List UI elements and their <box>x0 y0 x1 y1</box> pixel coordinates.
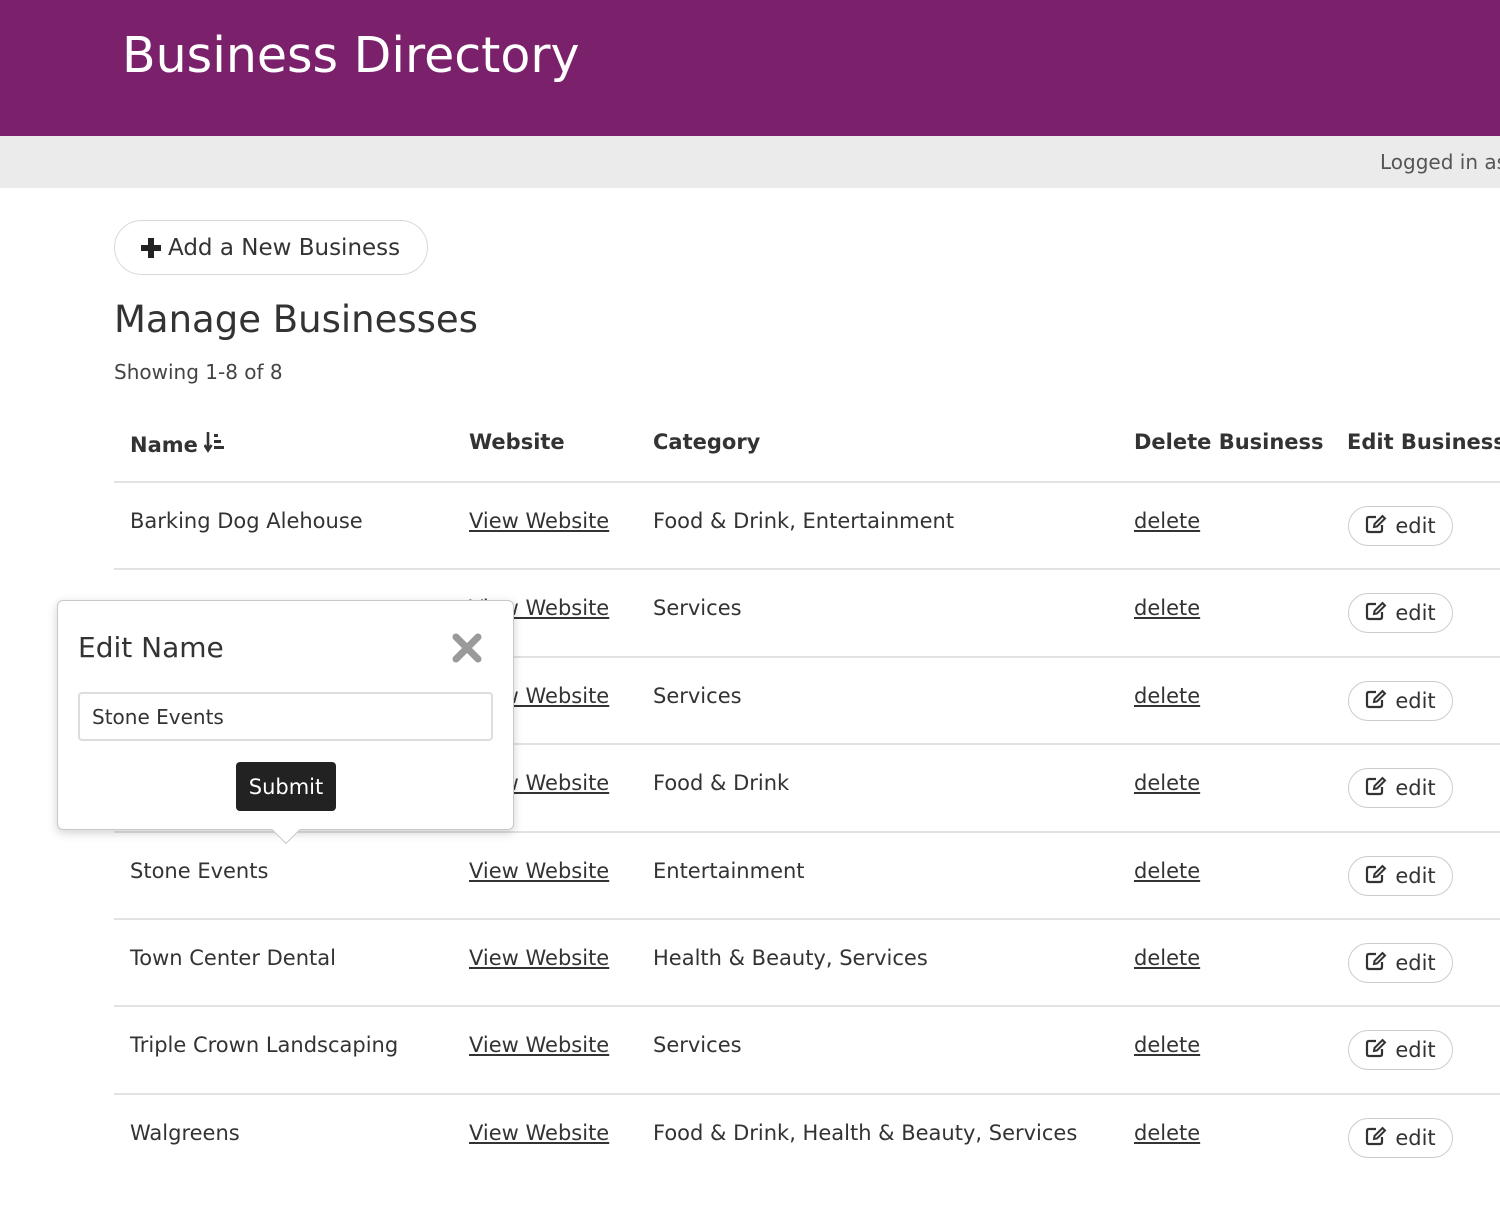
column-header-category: Category <box>653 430 761 454</box>
table-row: Barking Dog Alehouse View Website Food & D… <box>114 481 1500 568</box>
edit-icon <box>1365 514 1387 539</box>
edit-button[interactable]: edit <box>1348 856 1453 896</box>
business-category: Services <box>653 596 742 620</box>
table-row: View Website Services delete edit <box>114 656 1500 743</box>
delete-link[interactable]: delete <box>1134 1033 1201 1057</box>
edit-icon <box>1365 1038 1387 1063</box>
delete-link[interactable]: delete <box>1134 859 1201 883</box>
edit-button[interactable]: edit <box>1348 593 1453 633</box>
table-row: Walgreens View Website Food & Drink, Healt… <box>114 1093 1500 1180</box>
name-input[interactable] <box>78 692 493 741</box>
view-website-link[interactable]: View Website <box>469 946 610 970</box>
business-category: Food & Drink <box>653 771 790 795</box>
edit-button[interactable]: edit <box>1348 506 1453 546</box>
edit-label: edit <box>1395 601 1436 625</box>
business-category: Food & Drink, Entertainment <box>653 509 955 533</box>
column-header-name-label: Name <box>130 432 198 457</box>
edit-icon <box>1365 864 1387 889</box>
delete-link[interactable]: delete <box>1134 684 1201 708</box>
column-header-name[interactable]: Name <box>130 430 226 459</box>
delete-link[interactable]: delete <box>1134 596 1201 620</box>
edit-icon <box>1365 1126 1387 1151</box>
edit-label: edit <box>1395 514 1436 538</box>
delete-link[interactable]: delete <box>1134 771 1201 795</box>
edit-icon <box>1365 689 1387 714</box>
user-bar: Logged in as <box>0 136 1500 188</box>
close-icon[interactable] <box>452 633 482 663</box>
edit-label: edit <box>1395 951 1436 975</box>
business-category: Food & Drink, Health & Beauty, Services <box>653 1121 1078 1145</box>
login-status: Logged in as <box>1380 150 1500 174</box>
app-title: Business Directory <box>122 27 580 84</box>
table-row: Stone Events View Website Entertainment del… <box>114 831 1500 918</box>
business-category: Entertainment <box>653 859 805 883</box>
sort-ascending-icon[interactable] <box>203 430 226 459</box>
edit-icon <box>1365 776 1387 801</box>
view-website-link[interactable]: View Website <box>469 859 610 883</box>
submit-button[interactable]: Submit <box>236 762 336 811</box>
business-name: Walgreens <box>130 1121 240 1145</box>
business-category: Services <box>653 1033 742 1057</box>
edit-icon <box>1365 951 1387 976</box>
view-website-link[interactable]: View Website <box>469 1121 610 1145</box>
popover-title: Edit Name <box>78 631 224 664</box>
edit-button[interactable]: edit <box>1348 943 1453 983</box>
view-website-link[interactable]: View Website <box>469 509 610 533</box>
edit-button[interactable]: edit <box>1348 768 1453 808</box>
delete-link[interactable]: delete <box>1134 946 1201 970</box>
view-website-link[interactable]: View Website <box>469 1033 610 1057</box>
edit-button[interactable]: edit <box>1348 1118 1453 1158</box>
edit-label: edit <box>1395 864 1436 888</box>
column-header-delete: Delete Business <box>1134 430 1324 454</box>
edit-button[interactable]: edit <box>1348 681 1453 721</box>
delete-link[interactable]: delete <box>1134 1121 1201 1145</box>
business-name: Barking Dog Alehouse <box>130 509 363 533</box>
edit-label: edit <box>1395 689 1436 713</box>
business-name: Town Center Dental <box>130 946 336 970</box>
column-header-website: Website <box>469 430 565 454</box>
delete-link[interactable]: delete <box>1134 509 1201 533</box>
business-category: Health & Beauty, Services <box>653 946 928 970</box>
business-name: Triple Crown Landscaping <box>130 1033 399 1057</box>
column-header-edit: Edit Business <box>1347 430 1500 454</box>
table-row: View Website Services delete edit <box>114 568 1500 655</box>
result-count: Showing 1-8 of 8 <box>114 360 283 384</box>
edit-button[interactable]: edit <box>1348 1030 1453 1070</box>
edit-icon <box>1365 601 1387 626</box>
table-row: Triple Crown Landscaping View Website Serv… <box>114 1005 1500 1092</box>
edit-name-popover: Edit Name Submit <box>57 600 514 845</box>
business-category: Services <box>653 684 742 708</box>
business-name: Stone Events <box>130 859 269 883</box>
add-business-label: Add a New Business <box>168 234 401 261</box>
plus-icon <box>141 237 161 258</box>
edit-label: edit <box>1395 776 1436 800</box>
edit-label: edit <box>1395 1038 1436 1062</box>
app-header: Business Directory <box>0 0 1500 136</box>
table-row: Town Center Dental View Website Health & B… <box>114 918 1500 1005</box>
add-business-button[interactable]: Add a New Business <box>114 220 428 275</box>
edit-label: edit <box>1395 1126 1436 1150</box>
page-title: Manage Businesses <box>114 298 478 341</box>
